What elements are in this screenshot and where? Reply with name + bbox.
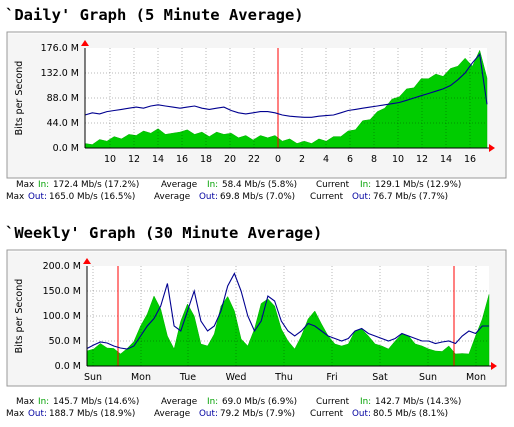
daily-xtick-15: 16 xyxy=(464,154,476,165)
weekly-max-out-value: 188.7 Mb/s (18.9%) xyxy=(49,409,136,419)
weekly-max-in-value: 145.7 Mb/s (14.6%) xyxy=(53,397,140,407)
weekly-xtick-5: Fri xyxy=(326,372,337,383)
daily-xtick-13: 12 xyxy=(416,154,428,165)
weekly-max-label-out: Max xyxy=(6,409,25,419)
daily-xtick-1: 12 xyxy=(128,154,140,165)
weekly-max-in-label: In: xyxy=(38,397,50,407)
daily-xtick-7: 0 xyxy=(275,154,281,165)
daily-legend-row-out: Max Out: 165.0 Mb/s (16.5%) Average Out:… xyxy=(6,192,511,204)
weekly-avg-in-value: 69.0 Mb/s (6.9%) xyxy=(222,397,298,407)
daily-xtick-6: 22 xyxy=(248,154,260,165)
daily-avg-out-value: 69.8 Mb/s (7.0%) xyxy=(220,192,296,202)
daily-cur-in-value: 129.1 Mb/s (12.9%) xyxy=(375,180,462,190)
daily-current-label-out: Current xyxy=(310,192,344,202)
daily-graph-title: `Daily' Graph (5 Minute Average) xyxy=(5,6,304,24)
daily-x-arrow xyxy=(489,144,495,152)
weekly-max-label: Max xyxy=(16,397,35,407)
daily-average-label-out: Average xyxy=(154,192,191,202)
daily-max-label: Max xyxy=(16,180,35,190)
daily-avg-in-value: 58.4 Mb/s (5.8%) xyxy=(222,180,298,190)
daily-xtick-2: 14 xyxy=(152,154,164,165)
weekly-ytick-2: 100.0 M xyxy=(43,311,81,322)
daily-cur-out-label: Out: xyxy=(352,192,371,202)
weekly-avg-out-label: Out: xyxy=(199,409,218,419)
weekly-series-out-line xyxy=(86,272,489,350)
weekly-ytick-1: 150.0 M xyxy=(43,286,81,297)
weekly-xtick-4: Thu xyxy=(274,372,293,383)
daily-xtick-5: 20 xyxy=(224,154,236,165)
daily-legend: Max In: 172.4 Mb/s (17.2%) Average In: 5… xyxy=(6,180,511,204)
daily-cur-in-label: In: xyxy=(360,180,372,190)
weekly-average-label-out: Average xyxy=(154,409,191,419)
daily-ylabel: Bits per Second xyxy=(14,61,25,136)
weekly-cur-out-value: 80.5 Mb/s (8.1%) xyxy=(373,409,449,419)
weekly-ytick-4: 0.0 M xyxy=(55,361,81,372)
daily-ytick-3: 44.0 M xyxy=(47,118,79,129)
weekly-ytick-0: 200.0 M xyxy=(43,261,81,272)
weekly-current-label: Current xyxy=(316,397,350,407)
daily-avg-in-label: In: xyxy=(207,180,219,190)
weekly-ylabel: Bits per Second xyxy=(14,279,25,354)
daily-xtick-14: 14 xyxy=(440,154,452,165)
daily-y-arrow xyxy=(81,40,89,46)
daily-series-out-line xyxy=(84,53,488,118)
weekly-avg-out-value: 79.2 Mb/s (7.9%) xyxy=(220,409,296,419)
daily-xtick-11: 8 xyxy=(371,154,377,165)
weekly-legend-row-in: Max In: 145.7 Mb/s (14.6%) Average In: 6… xyxy=(6,397,511,409)
weekly-xtick-0: Sun xyxy=(84,372,102,383)
weekly-xtick-8: Mon xyxy=(466,372,486,383)
weekly-max-out-label: Out: xyxy=(28,409,47,419)
weekly-legend-row-out: Max Out: 188.7 Mb/s (18.9%) Average Out:… xyxy=(6,409,511,421)
weekly-average-label: Average xyxy=(161,397,198,407)
weekly-avg-in-label: In: xyxy=(207,397,219,407)
daily-max-out-label: Out: xyxy=(28,192,47,202)
weekly-x-arrow xyxy=(491,362,497,370)
daily-legend-row-in: Max In: 172.4 Mb/s (17.2%) Average In: 5… xyxy=(6,180,511,192)
weekly-y-arrow xyxy=(83,258,91,264)
weekly-ytick-3: 50.0 M xyxy=(49,336,81,347)
daily-max-in-value: 172.4 Mb/s (17.2%) xyxy=(53,180,140,190)
daily-xtick-0: 10 xyxy=(104,154,116,165)
weekly-xtick-7: Sun xyxy=(419,372,437,383)
daily-ytick-0: 176.0 M xyxy=(41,43,79,54)
daily-xtick-10: 6 xyxy=(347,154,353,165)
weekly-cur-in-label: In: xyxy=(360,397,372,407)
daily-xtick-3: 16 xyxy=(176,154,188,165)
weekly-xtick-6: Sat xyxy=(372,372,388,383)
weekly-cur-out-label: Out: xyxy=(352,409,371,419)
daily-xtick-8: 2 xyxy=(299,154,305,165)
weekly-xtick-2: Tue xyxy=(179,372,196,383)
daily-cur-out-value: 76.7 Mb/s (7.7%) xyxy=(373,192,449,202)
weekly-legend: Max In: 145.7 Mb/s (14.6%) Average In: 6… xyxy=(6,397,511,421)
daily-current-label: Current xyxy=(316,180,350,190)
daily-ytick-2: 88.0 M xyxy=(47,93,79,104)
daily-ytick-4: 0.0 M xyxy=(53,143,79,154)
daily-avg-out-label: Out: xyxy=(199,192,218,202)
daily-xtick-12: 10 xyxy=(392,154,404,165)
daily-max-label-out: Max xyxy=(6,192,25,202)
weekly-graph-title: `Weekly' Graph (30 Minute Average) xyxy=(5,224,323,242)
weekly-xtick-3: Wed xyxy=(226,372,247,383)
weekly-current-label-out: Current xyxy=(310,409,344,419)
weekly-xtick-1: Mon xyxy=(131,372,151,383)
daily-xtick-4: 18 xyxy=(200,154,212,165)
daily-max-out-value: 165.0 Mb/s (16.5%) xyxy=(49,192,136,202)
weekly-cur-in-value: 142.7 Mb/s (14.3%) xyxy=(375,397,462,407)
daily-xtick-9: 4 xyxy=(323,154,329,165)
daily-ytick-1: 132.0 M xyxy=(41,68,79,79)
daily-max-in-label: In: xyxy=(38,180,50,190)
daily-series-in-area xyxy=(84,49,488,149)
daily-average-label: Average xyxy=(161,180,198,190)
